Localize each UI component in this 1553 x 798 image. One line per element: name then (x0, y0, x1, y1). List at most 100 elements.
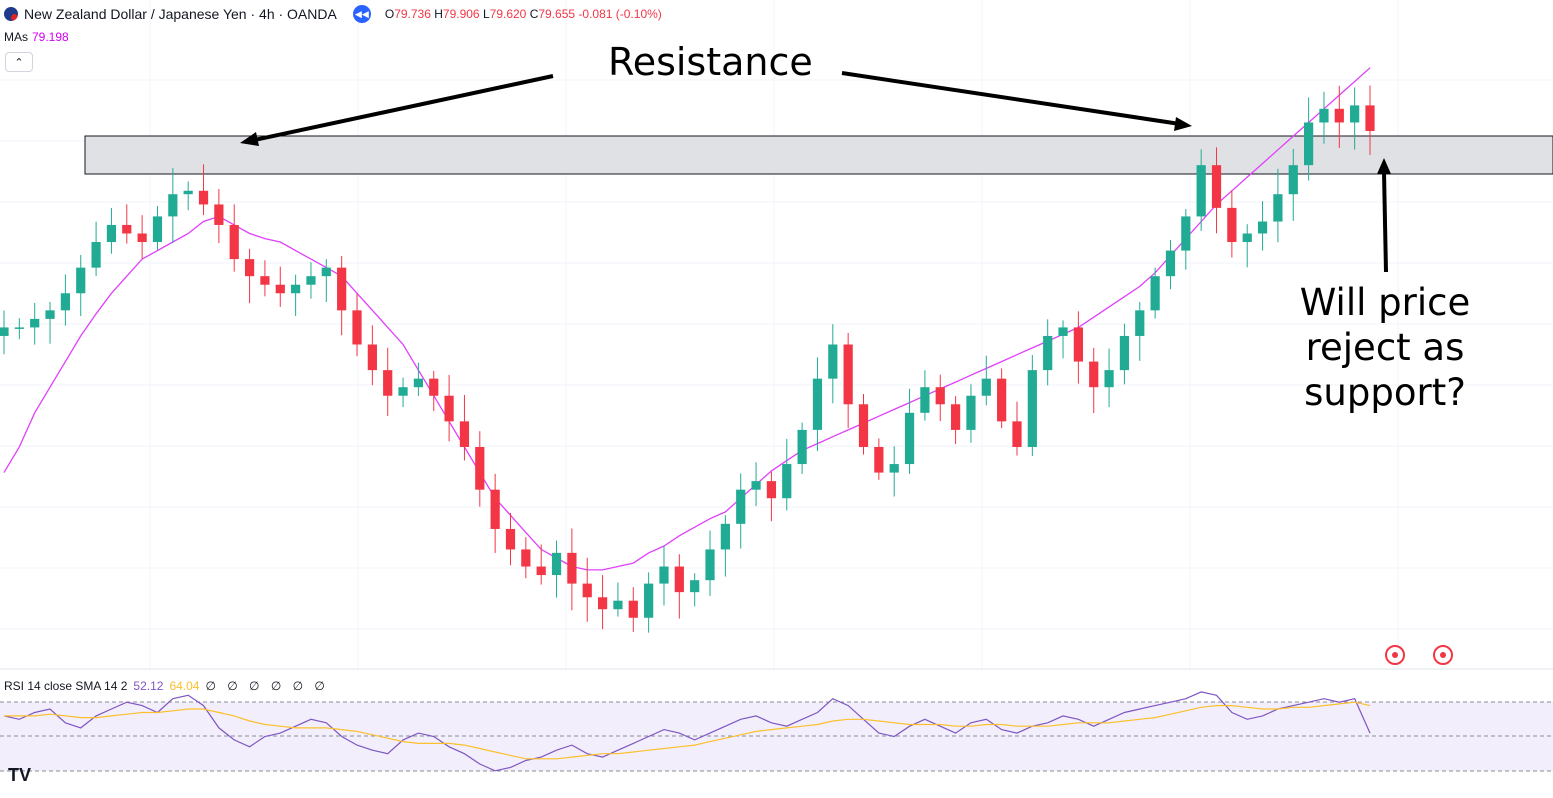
candle-body (1242, 233, 1252, 243)
candle-body (1350, 105, 1360, 123)
candle-body (1273, 194, 1283, 222)
ma-line (3, 67, 1371, 571)
candle-body (275, 284, 285, 294)
candle-body (1304, 122, 1314, 166)
candle-body (751, 481, 761, 490)
candle-body (628, 600, 638, 618)
tradingview-logo: TV (8, 765, 32, 785)
candle-body (1073, 327, 1083, 362)
candle-body (797, 429, 807, 465)
candle-body (1043, 335, 1053, 371)
candle-body (244, 259, 255, 277)
arrows (240, 71, 1391, 273)
target-icon[interactable] (1433, 645, 1453, 665)
low-value: 79.620 (489, 7, 527, 21)
candle-body (505, 528, 516, 550)
arrow-right-line (841, 71, 1181, 126)
chevron-up-icon[interactable]: ⌃ (5, 52, 33, 72)
candle-body (0, 327, 9, 336)
candle-body (152, 216, 163, 243)
grid (0, 0, 1553, 669)
candle-body (106, 224, 117, 243)
candle-body (321, 267, 331, 277)
mas-label[interactable]: MAs (4, 30, 28, 44)
candle-body (490, 489, 500, 529)
rsi-value: 52.12 (133, 679, 164, 693)
candle-body (1257, 221, 1268, 234)
arrow-left-line (249, 74, 554, 143)
close-value: 79.655 (538, 7, 576, 21)
candle-body (1135, 310, 1145, 336)
candle-body (352, 310, 362, 345)
candle-body (950, 404, 961, 430)
candle-body (1150, 276, 1160, 311)
candle-body (45, 310, 55, 319)
candle-body (935, 387, 945, 405)
candle-body (1165, 250, 1176, 277)
candle-body (475, 446, 485, 490)
candle-body (413, 378, 424, 388)
replay-icon[interactable]: ◀◀ (352, 5, 371, 23)
candle-body (137, 233, 147, 243)
candle-body (1181, 216, 1191, 251)
candle-body (644, 583, 654, 618)
rsi-label[interactable]: RSI 14 close SMA 14 2 (4, 679, 128, 693)
candle-body (551, 552, 562, 576)
candle-body (705, 549, 715, 581)
candle-body (874, 446, 884, 473)
candle-body (889, 464, 899, 473)
candle-body (337, 267, 347, 311)
candle-body (690, 580, 700, 593)
arrow-right-head (1174, 117, 1192, 131)
candle-body (183, 190, 193, 195)
mas-value: 79.198 (32, 30, 69, 44)
candle-body (214, 204, 224, 225)
candle-body (198, 190, 209, 205)
candle-body (1058, 327, 1068, 336)
candle-body (1089, 361, 1099, 388)
candle-body (521, 549, 531, 567)
rsi-empty-values: ∅ ∅ ∅ ∅ ∅ ∅ (205, 679, 329, 693)
candle-body (398, 387, 408, 396)
rsi-sma-line (4, 701, 1371, 760)
candle-body (613, 600, 623, 610)
rsi-layer (3, 691, 1371, 772)
symbol-title[interactable]: New Zealand Dollar / Japanese Yen · 4h ·… (24, 6, 337, 22)
candle-body (1027, 370, 1037, 447)
candle-body (1196, 165, 1206, 217)
arrow-up-line (1382, 171, 1388, 273)
rsi-legend: RSI 14 close SMA 14 2 52.12 64.04 ∅ ∅ ∅ ∅ ∅… (4, 679, 329, 693)
candle-body (306, 276, 316, 285)
candle-body (30, 318, 40, 328)
candles (0, 85, 1375, 633)
candle-body (1211, 165, 1222, 208)
candle-body (383, 370, 393, 396)
high-value: 79.906 (442, 7, 480, 21)
resistance-annotation: Resistance (608, 40, 813, 84)
candle-body (168, 194, 178, 217)
candle-body (1119, 335, 1130, 371)
change-value: -0.081 (-0.10%) (578, 7, 662, 21)
candle-body (828, 344, 838, 379)
candle-body (812, 378, 823, 430)
candle-body (858, 404, 869, 447)
arrow-left-head (240, 132, 259, 146)
candle-body (60, 293, 70, 311)
candle-body (966, 395, 976, 430)
target-icon[interactable] (1385, 645, 1405, 665)
ma-layer (3, 67, 1371, 571)
candle-body (597, 597, 608, 610)
candle-body (567, 552, 577, 584)
candle-body (843, 344, 853, 405)
open-value: 79.736 (394, 7, 431, 21)
resistance-zone (84, 135, 1553, 175)
candle-body (1334, 108, 1344, 123)
arrow-up-head (1377, 158, 1391, 174)
candle-body (1288, 165, 1298, 195)
candle-body (459, 421, 470, 447)
candle-body (429, 378, 439, 396)
candle-body (536, 566, 546, 576)
candle-body (659, 566, 669, 584)
